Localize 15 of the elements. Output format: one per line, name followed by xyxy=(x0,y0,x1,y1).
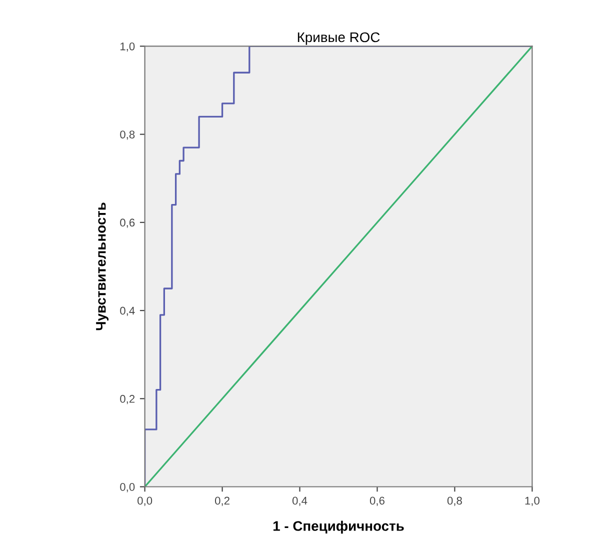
x-tick-label: 1,0 xyxy=(525,496,540,506)
x-tick-label: 0,0 xyxy=(138,496,152,506)
x-axis-title: 1 - Специфичность xyxy=(273,520,404,534)
y-tick-label: 0,6 xyxy=(120,218,135,228)
y-tick-label: 0,8 xyxy=(120,130,135,140)
y-tick-label: 0,2 xyxy=(120,394,135,404)
y-tick-label: 1,0 xyxy=(120,42,135,52)
y-tick-label: 0,4 xyxy=(120,306,135,316)
x-tick-label: 0,6 xyxy=(370,496,384,506)
y-axis-title: Чувствительность xyxy=(96,202,109,330)
y-tick-label: 0,0 xyxy=(120,483,135,492)
x-tick-label: 0,2 xyxy=(214,496,230,506)
x-tick-label: 0,8 xyxy=(447,496,462,506)
chart-title: Кривые ROC xyxy=(298,32,380,45)
x-tick-label: 0,4 xyxy=(292,496,308,506)
